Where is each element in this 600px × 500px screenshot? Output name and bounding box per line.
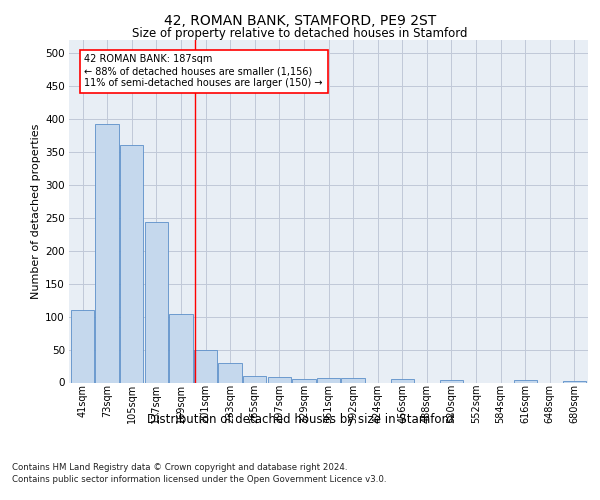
Bar (169, 314, 193, 382)
Text: Size of property relative to detached houses in Stamford: Size of property relative to detached ho… (132, 28, 468, 40)
Bar (514, 380, 537, 382)
Bar (145, 222, 168, 382)
Bar (120, 146, 143, 382)
Bar (391, 379, 414, 382)
Bar (243, 376, 266, 382)
Bar (218, 362, 242, 382)
Text: 42, ROMAN BANK, STAMFORD, PE9 2ST: 42, ROMAN BANK, STAMFORD, PE9 2ST (164, 14, 436, 28)
Text: Contains public sector information licensed under the Open Government Licence v3: Contains public sector information licen… (12, 475, 386, 484)
Bar (268, 377, 291, 382)
Bar (317, 378, 340, 382)
Bar (563, 380, 586, 382)
Bar (440, 380, 463, 382)
Bar (71, 310, 94, 382)
Y-axis label: Number of detached properties: Number of detached properties (31, 124, 41, 299)
Bar (95, 124, 119, 382)
Bar (292, 378, 316, 382)
Text: 42 ROMAN BANK: 187sqm
← 88% of detached houses are smaller (1,156)
11% of semi-d: 42 ROMAN BANK: 187sqm ← 88% of detached … (85, 54, 323, 88)
Bar (341, 378, 365, 382)
Text: Contains HM Land Registry data © Crown copyright and database right 2024.: Contains HM Land Registry data © Crown c… (12, 462, 347, 471)
Text: Distribution of detached houses by size in Stamford: Distribution of detached houses by size … (146, 412, 454, 426)
Bar (194, 350, 217, 382)
